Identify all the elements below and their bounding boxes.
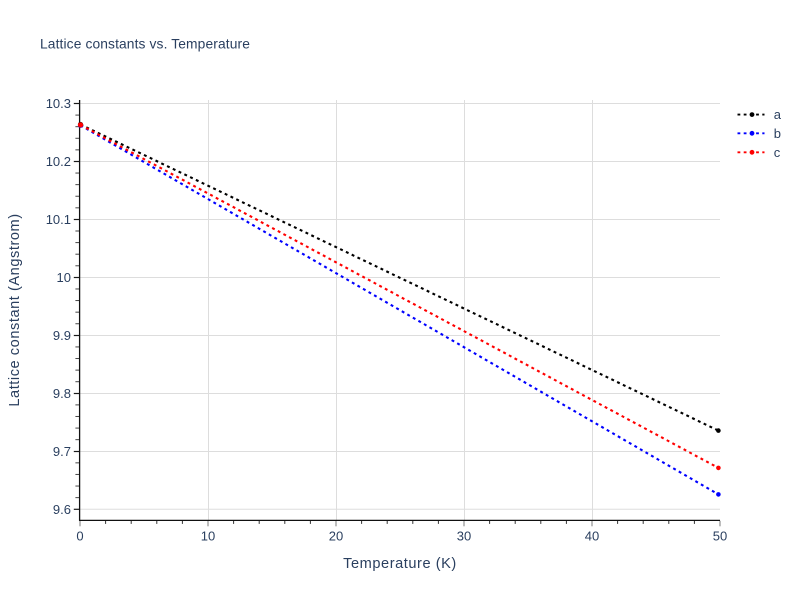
svg-text:30: 30 — [457, 528, 471, 543]
svg-text:c: c — [774, 145, 781, 160]
svg-text:20: 20 — [329, 528, 343, 543]
svg-text:10: 10 — [201, 528, 215, 543]
svg-text:9.9: 9.9 — [53, 328, 71, 343]
svg-text:9.8: 9.8 — [53, 386, 71, 401]
svg-text:0: 0 — [76, 528, 83, 543]
svg-text:10: 10 — [57, 270, 71, 285]
svg-text:9.7: 9.7 — [53, 444, 71, 459]
svg-text:40: 40 — [585, 528, 599, 543]
svg-text:a: a — [774, 107, 782, 122]
svg-text:Lattice constants vs. Temperat: Lattice constants vs. Temperature — [40, 37, 250, 52]
svg-text:9.6: 9.6 — [53, 502, 71, 517]
svg-text:Lattice constant (Angstrom): Lattice constant (Angstrom) — [7, 213, 23, 406]
svg-text:10.3: 10.3 — [46, 96, 71, 111]
svg-text:10.2: 10.2 — [46, 154, 71, 169]
svg-text:10.1: 10.1 — [46, 212, 71, 227]
svg-text:Temperature (K): Temperature (K) — [343, 556, 457, 572]
svg-text:b: b — [774, 126, 781, 141]
svg-text:50: 50 — [713, 528, 727, 543]
